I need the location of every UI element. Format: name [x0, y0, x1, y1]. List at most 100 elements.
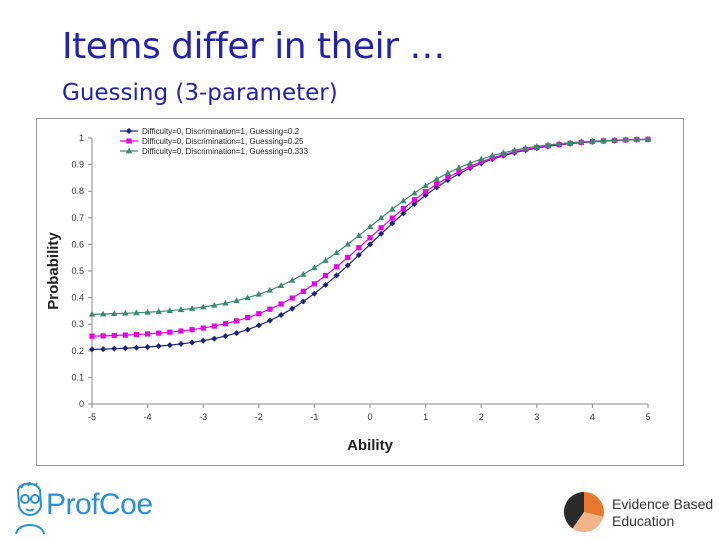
y-tick-label: 0.2	[71, 346, 84, 356]
x-tick-label: 5	[645, 412, 650, 422]
series-2-point	[389, 215, 395, 221]
series-3-point	[300, 270, 307, 277]
series-3-point	[377, 214, 385, 221]
series-2-point	[145, 331, 151, 337]
series-3-point	[578, 138, 585, 145]
series-3-point	[99, 310, 107, 317]
series-3-point	[411, 189, 418, 196]
series-1-point	[322, 281, 329, 288]
series-3-point	[288, 276, 296, 283]
legend-marker-2	[126, 138, 132, 144]
series-3-point	[333, 249, 340, 255]
series-2-point	[178, 328, 184, 334]
series-3-point	[533, 143, 540, 149]
series-3-point	[600, 137, 607, 144]
series-2-point	[245, 314, 251, 321]
series-3-point	[211, 301, 218, 308]
irt-chart: 0 0.1 0.2 0.3 0.4 0.5 0.6 0.7 0.8 0.9 1 -5 -4 -3 -2 -1 0…	[45, 127, 652, 454]
slide-title: Items differ in their …	[62, 26, 445, 67]
series-1-point	[255, 322, 262, 329]
series-2-point	[322, 273, 329, 279]
legend-marker-3	[125, 147, 133, 154]
y-tick-label: 0	[79, 399, 84, 409]
series-1-point	[222, 333, 229, 340]
series-1-point	[289, 305, 296, 312]
series-1-point	[144, 343, 151, 350]
series-2-point	[233, 318, 240, 324]
series-3-point	[355, 232, 363, 238]
series-1-point	[166, 342, 173, 349]
series-2-point	[423, 189, 429, 195]
series-2-point	[156, 330, 162, 336]
x-tick-label: -2	[255, 412, 263, 422]
y-tick-label: 0.7	[71, 213, 84, 223]
series-2-point	[111, 332, 117, 339]
x-axis-label: Ability	[347, 437, 393, 454]
series-3-point	[322, 257, 329, 263]
series-3-point	[188, 305, 196, 311]
series-1-point	[244, 326, 251, 333]
series-2-point	[378, 225, 384, 231]
series-3-point	[489, 152, 496, 159]
series-2-point	[311, 281, 317, 287]
profcoe-logo-icon	[15, 481, 45, 535]
series-2-point	[167, 329, 173, 335]
series-2-point	[278, 301, 284, 307]
y-tick-label: 0.4	[71, 293, 84, 303]
series-2-point	[122, 332, 128, 338]
series-3-point	[133, 309, 140, 316]
series-1-point	[233, 330, 240, 337]
series-2-point	[467, 163, 473, 169]
series-1-point	[300, 298, 307, 305]
x-tick-label: 1	[423, 412, 428, 422]
series-3-point	[455, 164, 463, 171]
series-3-point	[244, 294, 251, 301]
series-3-point	[544, 141, 552, 148]
x-tick-label: 0	[367, 412, 372, 422]
legend-label-1: Difficulty=0, Discrimination=1, Guessing…	[142, 127, 300, 136]
series-3-point	[400, 197, 407, 204]
series-1-point	[378, 230, 385, 237]
series-3-point	[144, 308, 151, 315]
series-1-point	[189, 339, 196, 346]
x-tick-label: -5	[88, 412, 96, 422]
series-3-point	[522, 144, 529, 151]
series-3-point	[433, 175, 440, 182]
series-2-point	[89, 333, 95, 339]
series-2-point	[100, 333, 106, 339]
series-1-point	[411, 200, 418, 207]
series-3-point	[422, 182, 429, 189]
series-2-point	[345, 254, 351, 261]
series-3-point	[111, 310, 118, 317]
x-tick-label: 4	[590, 412, 595, 422]
series-3-point	[311, 264, 318, 271]
series-3-point	[444, 169, 452, 176]
series-3-point	[88, 310, 96, 317]
y-axis-label: Probability	[45, 232, 62, 310]
series-3-point	[200, 303, 207, 310]
series-2-point	[356, 245, 362, 251]
x-tick-label: 2	[479, 412, 484, 422]
series-1-point	[389, 220, 396, 227]
series-2-point	[289, 295, 295, 301]
series-2-point	[367, 235, 373, 241]
series-1-point	[122, 345, 129, 352]
series-1-point	[400, 210, 407, 217]
series-2-point	[400, 206, 406, 212]
y-tick-label: 0.3	[71, 319, 84, 329]
series-2-point	[222, 321, 229, 327]
series-3-point	[122, 309, 129, 316]
slide-subtitle: Guessing (3-parameter)	[62, 80, 338, 106]
series-1-point	[155, 343, 162, 350]
y-tick-label: 1	[79, 133, 84, 143]
series-3-point	[500, 149, 507, 156]
series-3-point	[366, 223, 374, 230]
series-2-point	[445, 174, 451, 181]
x-tick-label: -4	[144, 412, 152, 422]
legend-marker-1	[126, 128, 132, 134]
series-3-point	[155, 308, 162, 314]
series-3-point	[233, 297, 240, 304]
series-2-point	[133, 331, 140, 338]
profcoe-logo-text: ProfCoe	[46, 488, 153, 521]
series-2-point	[200, 325, 206, 331]
